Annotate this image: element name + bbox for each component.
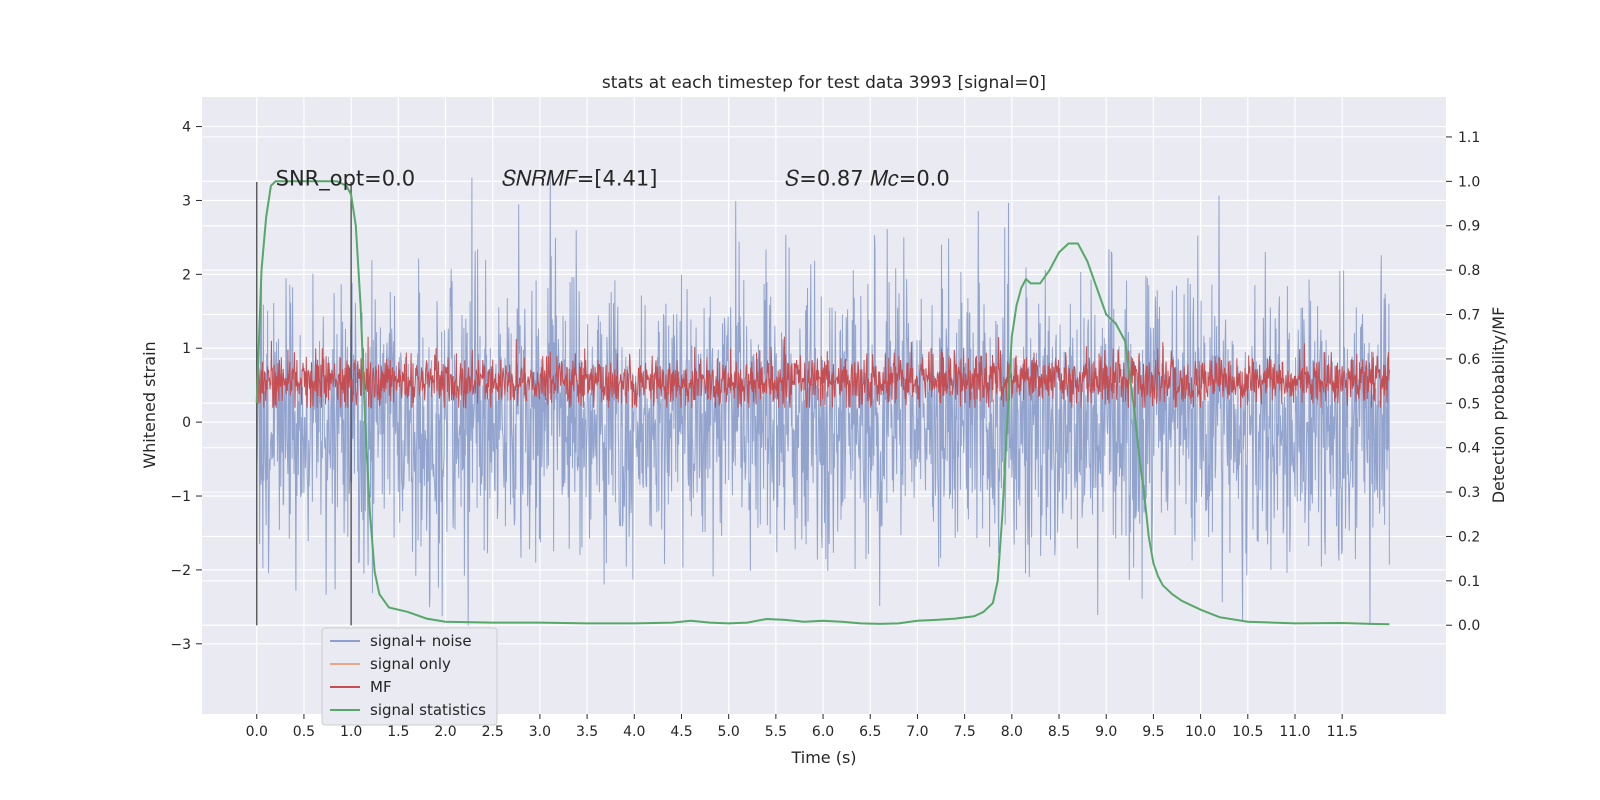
x-tick-label: 3.0 [529,724,551,740]
vertical-markers [256,181,352,626]
y2-tick-label: 1.0 [1458,174,1480,190]
y-tick-label: −1 [170,489,191,505]
y2-tick-label: 0.5 [1458,396,1480,412]
signal-noise-line [256,169,1390,626]
mf-trace [256,336,1390,409]
y-tick-label: 0 [182,415,191,431]
x-tick-label: 0.0 [246,724,268,740]
legend-label-signal-only: signal only [370,655,451,673]
y2-tick-label: 0.0 [1458,618,1480,634]
y2-tick-label: 0.1 [1458,574,1480,590]
signal-statistics-layer [255,180,1390,626]
annotation-text: SNR_opt=0.0 [276,166,416,191]
y-tick-label: 4 [182,120,191,136]
legend-box [321,627,498,726]
y-tick-label: 1 [182,341,191,357]
annotation-text: 𝑆=0.87 𝑀𝑐=0.0 [785,166,949,190]
y2-tick-label: 0.4 [1458,441,1480,457]
x-tick-label: 5.5 [765,724,787,740]
y2-tick-label: 0.6 [1458,352,1480,368]
x-axis-ticks: 0.0 0.5 1.0 1.5 2.0 2.5 3.0 3.5 4.0 4.5 5.0 5.5 6.0 6… [246,714,1358,740]
x-tick-label: 1.0 [340,724,362,740]
x-tick-label: 1.5 [387,724,409,740]
x-tick-label: 6.5 [859,724,881,740]
annotations: SNR_opt=0.0 𝑆𝑁𝑅𝑀𝐹=[4.41] 𝑆=0.87 𝑀𝑐=0.0 [276,166,950,191]
legend-label-mf: MF [370,678,392,696]
x-tick-label: 4.5 [670,724,692,740]
y-tick-label: 2 [182,267,191,283]
x-tick-label: 8.0 [1001,724,1023,740]
y2-axis-title: Detection probability/MF [1489,307,1508,504]
x-tick-label: 3.5 [576,724,598,740]
x-tick-label: 7.0 [906,724,928,740]
y2-axis-ticks: 0.0 0.1 0.2 0.3 0.4 0.5 0.6 0.7 0.8 0.9 1.0 1.1 [1446,130,1480,634]
x-tick-label: 9.5 [1142,724,1164,740]
chart-title: stats at each timestep for test data 399… [602,73,1046,93]
x-tick-label: 2.0 [434,724,456,740]
legend: signal+ noise signal only MF signal stat… [321,627,498,726]
y2-tick-label: 0.2 [1458,529,1480,545]
y2-tick-label: 0.9 [1458,219,1480,235]
x-tick-label: 5.0 [718,724,740,740]
y-tick-label: 3 [182,193,191,209]
x-tick-label: 10.0 [1185,724,1216,740]
x-tick-label: 7.5 [954,724,976,740]
y2-tick-label: 0.7 [1458,308,1480,324]
x-tick-label: 2.5 [482,724,504,740]
y-axis-title: Whitened strain [140,341,159,468]
annotation-text: 𝑆𝑁𝑅𝑀𝐹=[4.41] [502,166,657,190]
signal-noise-trace [256,169,1390,626]
legend-label-signal-statistics: signal statistics [370,701,486,719]
y2-tick-label: 0.3 [1458,485,1480,501]
y-tick-label: −2 [170,563,191,579]
x-axis-title: Time (s) [790,748,856,767]
y-tick-label: −3 [170,637,191,653]
y2-tick-label: 1.1 [1458,130,1480,146]
x-tick-label: 4.0 [623,724,645,740]
x-tick-label: 11.5 [1327,724,1358,740]
x-tick-label: 6.0 [812,724,834,740]
x-tick-label: 9.0 [1095,724,1117,740]
x-tick-label: 8.5 [1048,724,1070,740]
legend-label-signal-noise: signal+ noise [370,632,472,650]
y2-tick-label: 0.8 [1458,263,1480,279]
mf-line [256,336,1390,409]
y-axis-ticks: −3 −2 −1 0 1 2 3 4 [170,120,202,653]
signal-statistics-line [255,180,1390,626]
x-tick-label: 11.0 [1279,724,1310,740]
x-tick-label: 10.5 [1232,724,1263,740]
x-tick-label: 0.5 [293,724,315,740]
